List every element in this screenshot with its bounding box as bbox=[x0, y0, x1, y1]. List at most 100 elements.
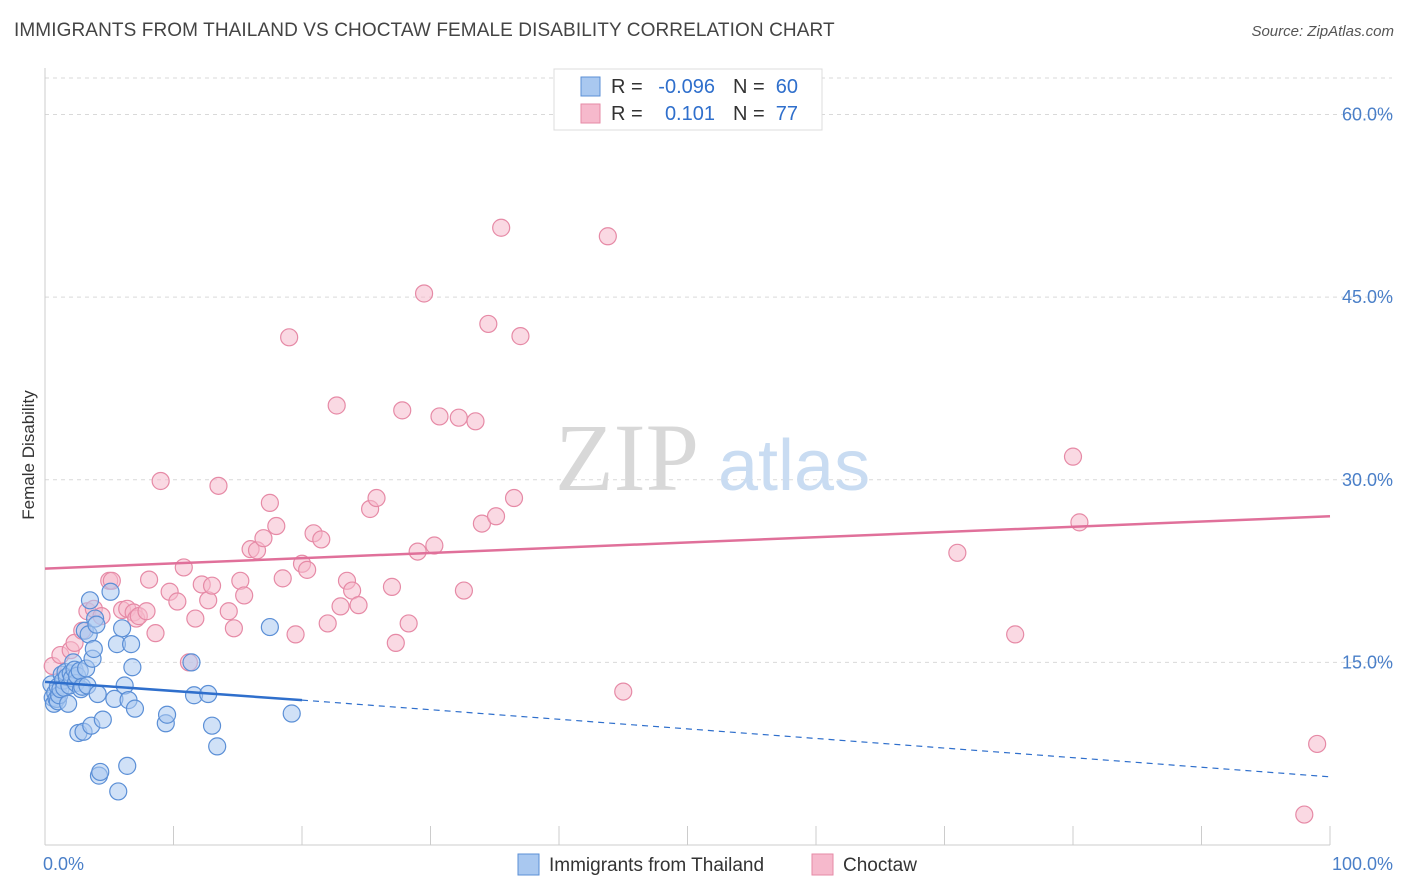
x-tick-label-1: 100.0% bbox=[1332, 854, 1393, 874]
legend-n-label-choctaw: N = bbox=[733, 103, 765, 125]
thailand-point-39 bbox=[91, 762, 110, 782]
thailand-point-14 bbox=[59, 694, 78, 713]
legend-top: R = -0.096 N = 60 R = 0.101 N = 77 bbox=[553, 68, 823, 131]
legend-r-label-thailand: R = bbox=[611, 76, 643, 98]
watermark: ZIP atlas bbox=[555, 404, 870, 511]
choctaw-point-18 bbox=[151, 471, 170, 491]
choctaw-point-61 bbox=[454, 581, 474, 600]
chart-title: IMMIGRANTS FROM THAILAND VS CHOCTAW FEMA… bbox=[14, 20, 835, 41]
choctaw-point-65 bbox=[486, 507, 506, 526]
choctaw-point-52 bbox=[382, 577, 402, 596]
choctaw-point-64 bbox=[479, 314, 498, 334]
watermark-zip: ZIP bbox=[555, 404, 699, 511]
legend-n-label-thailand: N = bbox=[733, 76, 765, 98]
choctaw-point-66 bbox=[492, 218, 511, 237]
choctaw-point-34 bbox=[254, 529, 273, 548]
thailand-point-57 bbox=[202, 716, 222, 735]
choctaw-point-39 bbox=[286, 625, 305, 644]
thailand-point-41 bbox=[101, 582, 120, 601]
thailand-point-54 bbox=[182, 653, 201, 672]
choctaw-point-49 bbox=[349, 596, 368, 615]
choctaw-point-46 bbox=[331, 597, 350, 616]
choctaw-point-21 bbox=[174, 558, 193, 577]
choctaw-point-75 bbox=[1295, 805, 1314, 824]
choctaw-point-28 bbox=[219, 602, 238, 621]
choctaw-point-71 bbox=[948, 543, 967, 562]
choctaw-point-41 bbox=[298, 560, 317, 579]
y-tick-label-1: 30.0% bbox=[1342, 470, 1393, 490]
choctaw-point-54 bbox=[393, 401, 412, 420]
thailand-point-49 bbox=[121, 635, 141, 654]
legend-r-label-choctaw: R = bbox=[611, 103, 643, 125]
trend-lines bbox=[44, 515, 1331, 778]
legend-bottom-label-choctaw: Choctaw bbox=[843, 855, 917, 876]
choctaw-point-73 bbox=[1063, 447, 1083, 466]
choctaw-point-55 bbox=[399, 614, 418, 633]
y-tick-label-2: 45.0% bbox=[1342, 287, 1393, 307]
choctaw-points bbox=[43, 218, 1327, 824]
thailand-point-47 bbox=[118, 756, 137, 775]
thailand-points bbox=[42, 582, 301, 801]
choctaw-point-27 bbox=[209, 476, 228, 495]
choctaw-point-63 bbox=[472, 514, 491, 533]
choctaw-point-51 bbox=[367, 488, 386, 508]
legend-r-value-thailand: -0.096 bbox=[658, 76, 715, 98]
legend-r-value-choctaw: 0.101 bbox=[665, 103, 715, 125]
y-axis-label: Female Disability bbox=[19, 390, 38, 520]
choctaw-point-62 bbox=[466, 412, 485, 431]
legend-swatch-thailand bbox=[580, 76, 601, 97]
legend-bottom-swatch-thailand bbox=[517, 853, 540, 876]
thailand-point-40 bbox=[93, 710, 112, 729]
thailand-point-45 bbox=[112, 619, 132, 638]
choctaw-point-76 bbox=[1308, 734, 1327, 754]
choctaw-point-58 bbox=[414, 284, 434, 303]
thailand-trend-line-extension bbox=[301, 699, 1331, 778]
choctaw-point-38 bbox=[280, 328, 299, 347]
legend-bottom: Immigrants from Thailand Choctaw bbox=[517, 853, 917, 876]
thailand-trend-line bbox=[44, 680, 303, 702]
choctaw-point-74 bbox=[1070, 513, 1089, 532]
x-tick-label-0: 0.0% bbox=[43, 854, 84, 874]
legend-n-value-thailand: 60 bbox=[776, 76, 798, 98]
choctaw-point-56 bbox=[408, 542, 427, 561]
choctaw-point-72 bbox=[1006, 625, 1025, 644]
choctaw-point-67 bbox=[504, 488, 524, 508]
thailand-point-53 bbox=[157, 705, 177, 724]
choctaw-point-20 bbox=[168, 592, 187, 611]
choctaw-point-26 bbox=[202, 576, 222, 595]
legend-swatch-choctaw bbox=[580, 103, 601, 124]
thailand-point-31 bbox=[80, 591, 100, 610]
choctaw-point-45 bbox=[327, 396, 346, 415]
choctaw-point-37 bbox=[273, 569, 292, 588]
choctaw-point-68 bbox=[511, 327, 530, 346]
choctaw-point-36 bbox=[267, 516, 286, 536]
axes bbox=[44, 68, 1331, 846]
thailand-point-36 bbox=[87, 615, 106, 634]
thailand-point-60 bbox=[282, 704, 301, 723]
choctaw-point-43 bbox=[312, 530, 331, 549]
x-tick-labels: 0.0% 100.0% bbox=[43, 854, 1393, 874]
choctaw-point-31 bbox=[235, 586, 254, 605]
choctaw-point-53 bbox=[386, 633, 405, 653]
legend-n-value-choctaw: 77 bbox=[776, 103, 798, 125]
choctaw-point-70 bbox=[614, 682, 633, 701]
y-tick-labels: 15.0% 30.0% 45.0% 60.0% bbox=[1342, 105, 1393, 673]
thailand-point-51 bbox=[125, 699, 145, 718]
legend-bottom-swatch-choctaw bbox=[811, 853, 834, 876]
choctaw-point-69 bbox=[598, 227, 617, 246]
watermark-atlas: atlas bbox=[718, 426, 870, 506]
choctaw-point-15 bbox=[137, 602, 156, 621]
thailand-point-37 bbox=[88, 684, 107, 704]
thailand-point-44 bbox=[109, 782, 128, 801]
y-tick-label-0: 15.0% bbox=[1342, 652, 1393, 672]
thailand-point-50 bbox=[123, 658, 142, 677]
thailand-point-59 bbox=[260, 617, 279, 637]
legend-bottom-label-thailand: Immigrants from Thailand bbox=[549, 855, 764, 876]
choctaw-point-29 bbox=[224, 619, 243, 638]
source-label: Source: ZipAtlas.com bbox=[1251, 23, 1394, 40]
choctaw-point-23 bbox=[186, 609, 205, 628]
choctaw-point-16 bbox=[139, 570, 159, 589]
choctaw-trend-line bbox=[44, 515, 1331, 570]
choctaw-point-35 bbox=[260, 493, 279, 512]
